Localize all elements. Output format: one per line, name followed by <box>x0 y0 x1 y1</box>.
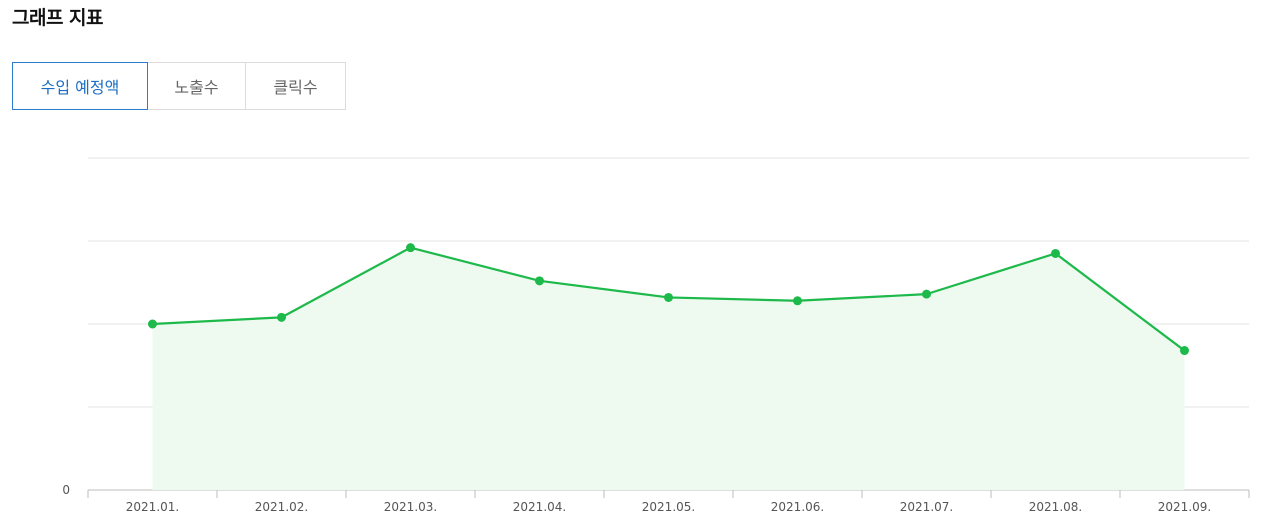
data-point <box>1180 346 1189 356</box>
data-point <box>1051 248 1060 258</box>
series-area <box>152 247 1185 490</box>
data-point <box>793 296 802 306</box>
tab-label: 클릭수 <box>273 78 318 97</box>
tab-label: 노출수 <box>174 78 219 97</box>
x-tick-label: 2021.05. <box>642 500 695 514</box>
data-point <box>664 292 673 302</box>
data-point <box>277 312 286 322</box>
x-tick-label: 2021.06. <box>771 500 824 514</box>
data-point <box>148 319 157 329</box>
x-tick-label: 2021.03. <box>384 500 437 514</box>
y-tick-label: 0 <box>62 483 70 497</box>
tab-label: 수입 예정액 <box>40 78 120 97</box>
x-tick-label: 2021.04. <box>513 500 566 514</box>
tab-clicks[interactable]: 클릭수 <box>245 62 346 110</box>
revenue-chart: 0 2021.01. 2021.02. 2021.03. 2021.04. 2021.05… <box>62 157 1250 514</box>
x-tick-label: 2021.08. <box>1029 500 1082 514</box>
tab-impressions[interactable]: 노출수 <box>147 62 246 110</box>
x-tick-label: 2021.02. <box>255 500 308 514</box>
x-tick-label: 2021.09. <box>1158 500 1211 514</box>
metric-tabs: 수입 예정액 노출수 클릭수 <box>12 62 346 110</box>
x-tick-label: 2021.07. <box>900 500 953 514</box>
data-point <box>922 289 931 299</box>
tab-expected-revenue[interactable]: 수입 예정액 <box>12 62 148 110</box>
x-tick-label: 2021.01. <box>126 500 179 514</box>
page-title: 그래프 지표 <box>12 7 104 29</box>
data-point <box>406 243 415 253</box>
data-point <box>535 276 544 286</box>
